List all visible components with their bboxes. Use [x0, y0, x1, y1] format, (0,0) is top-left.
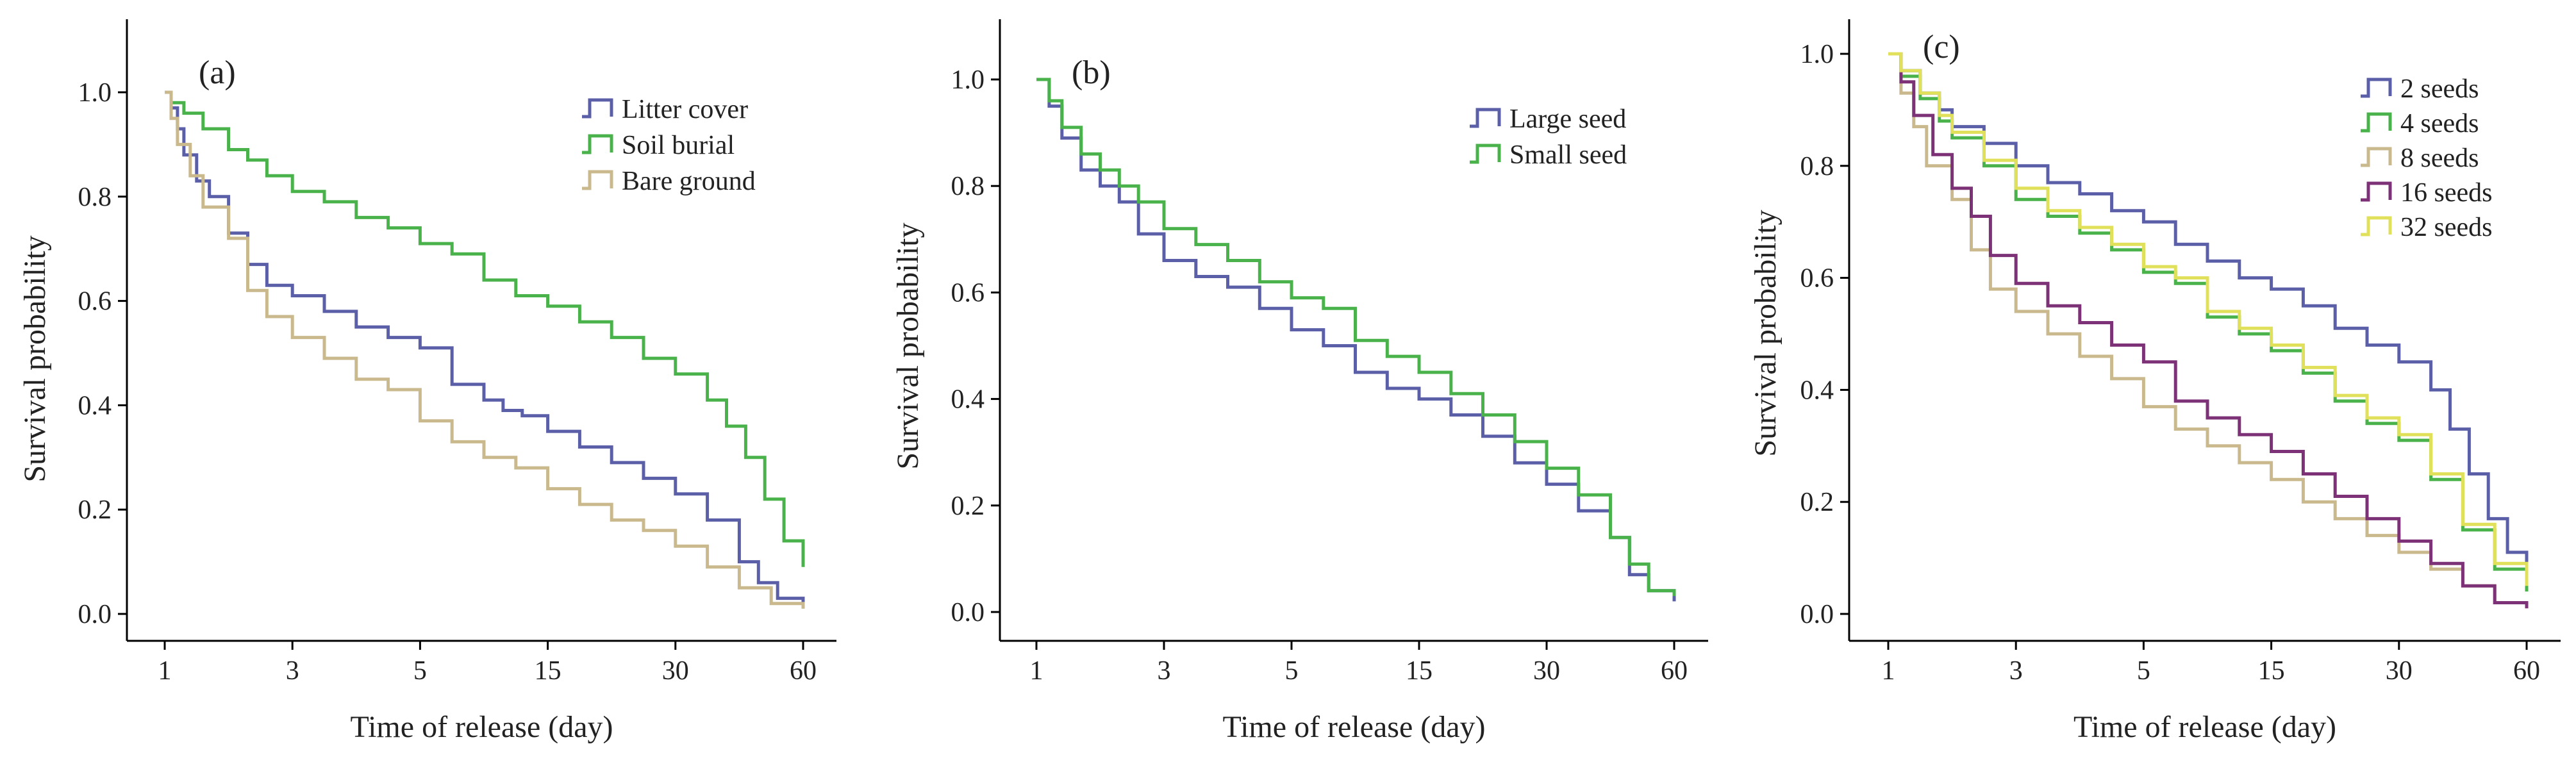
y-axis-label: Survival probability: [1749, 210, 1782, 456]
y-tick-label: 0.6: [1800, 264, 1834, 294]
legend-label: Litter cover: [622, 95, 748, 124]
x-tick-label: 3: [286, 656, 299, 686]
x-axis-label: Time of release (day): [2073, 710, 2336, 744]
legend-swatch: [582, 134, 613, 154]
legend-label: Bare ground: [622, 167, 756, 196]
y-tick-label: 0.2: [78, 495, 112, 525]
legend-swatch: [2361, 181, 2392, 202]
series-line-16-seeds: [1888, 52, 2529, 609]
y-tick-label: 0.6: [951, 278, 985, 308]
panel-1: 0.0 0.2 0.4 0.6 0.8 1.0 1 3 5 15 30 60 Time of relea…: [18, 19, 836, 744]
legend-label: 2 seeds: [2400, 74, 2479, 104]
y-tick-label: 0.4: [951, 385, 985, 415]
legend-swatch: [2361, 216, 2392, 236]
panel-label: (a): [199, 54, 236, 91]
y-tick-label: 0.0: [1800, 600, 1834, 629]
series-line-bare-ground: [165, 90, 805, 609]
x-tick-label: 5: [2137, 656, 2150, 686]
legend-swatch: [1470, 144, 1501, 164]
legend-label: Small seed: [1509, 140, 1627, 170]
legend-swatch: [2361, 78, 2392, 98]
x-tick-label: 5: [1285, 656, 1299, 686]
x-tick-label: 30: [1533, 656, 1560, 686]
panel-3: 0.0 0.2 0.4 0.6 0.8 1.0 1 3 5 15 30 60 Time of relea…: [1749, 19, 2561, 744]
y-axis-label: Survival probability: [891, 222, 925, 469]
x-tick-label: 3: [1158, 656, 1171, 686]
y-tick-label: 0.6: [78, 287, 112, 317]
y-tick-label: 0.0: [78, 600, 112, 629]
series-line-small-seed: [1036, 78, 1676, 597]
legend-label: 4 seeds: [2400, 109, 2479, 138]
y-tick-label: 1.0: [951, 65, 985, 95]
series-line-soil-burial: [165, 90, 805, 567]
panel-label: (b): [1072, 54, 1111, 91]
y-tick-label: 0.2: [951, 492, 985, 521]
y-tick-label: 0.8: [1800, 152, 1834, 181]
x-tick-label: 15: [1406, 656, 1433, 686]
y-tick-label: 1.0: [78, 78, 112, 108]
legend-label: Soil burial: [622, 131, 735, 160]
x-axis-label: Time of release (day): [1222, 710, 1485, 744]
x-tick-label: 30: [2386, 656, 2413, 686]
x-tick-label: 15: [535, 656, 561, 686]
y-tick-label: 0.0: [951, 598, 985, 627]
legend-label: 16 seeds: [2400, 178, 2492, 208]
series-line-large-seed: [1036, 78, 1676, 602]
x-tick-label: 3: [2009, 656, 2023, 686]
x-tick-label: 60: [2513, 656, 2540, 686]
y-tick-label: 0.4: [78, 391, 112, 420]
y-tick-label: 0.8: [951, 172, 985, 201]
y-tick-label: 0.4: [1800, 376, 1834, 405]
y-axis-label: Survival probability: [18, 235, 52, 482]
panel-label: (c): [1923, 29, 1960, 65]
x-tick-label: 1: [1030, 656, 1043, 686]
x-tick-label: 15: [2258, 656, 2285, 686]
x-tick-label: 1: [158, 656, 172, 686]
legend-swatch: [1470, 108, 1501, 128]
x-tick-label: 60: [790, 656, 817, 686]
legend-swatch: [582, 98, 613, 119]
x-tick-label: 5: [413, 656, 427, 686]
x-axis-label: Time of release (day): [350, 710, 613, 744]
legend-swatch: [582, 170, 613, 190]
series-line-litter-cover: [165, 90, 805, 604]
legend-swatch: [2361, 112, 2392, 133]
legend-swatch: [2361, 147, 2392, 167]
legend-label: Large seed: [1509, 104, 1626, 134]
x-tick-label: 60: [1661, 656, 1688, 686]
y-tick-label: 1.0: [1800, 40, 1834, 69]
legend-label: 8 seeds: [2400, 144, 2479, 173]
panel-2: 0.0 0.2 0.4 0.6 0.8 1.0 1 3 5 15 30 60 Time of relea…: [891, 19, 1708, 744]
series-line-32-seeds: [1888, 52, 2529, 586]
y-tick-label: 0.8: [78, 183, 112, 212]
x-tick-label: 1: [1882, 656, 1895, 686]
legend-label: 32 seeds: [2400, 213, 2492, 242]
y-tick-label: 0.2: [1800, 488, 1834, 517]
x-tick-label: 30: [662, 656, 689, 686]
